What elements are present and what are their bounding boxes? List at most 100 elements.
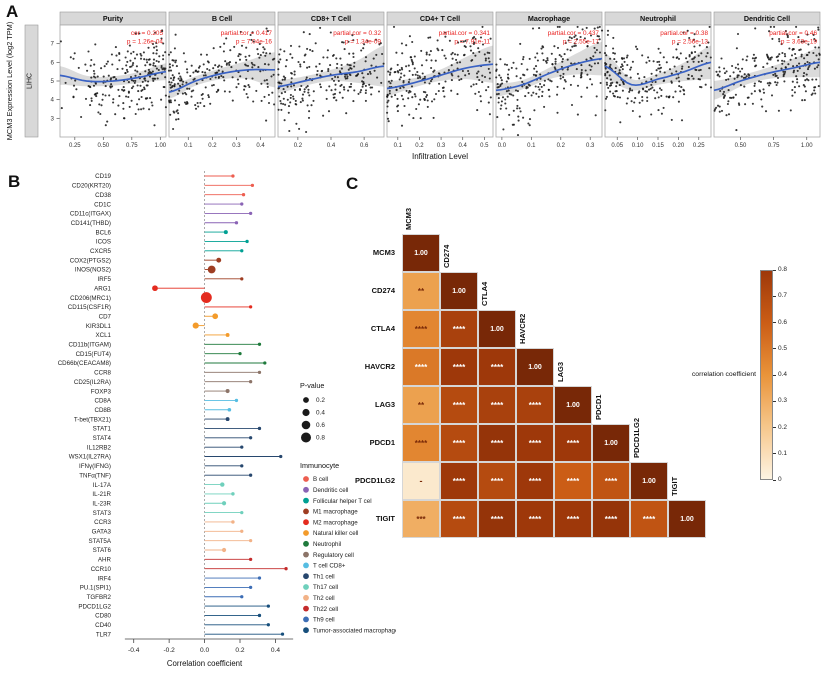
svg-text:0.2: 0.2: [294, 143, 303, 149]
svg-text:IL-17A: IL-17A: [93, 482, 112, 489]
heatmap-cell: 1.00: [402, 234, 440, 272]
svg-text:7: 7: [51, 41, 55, 48]
svg-text:CD7: CD7: [99, 313, 112, 320]
heatmap-cell: **: [402, 272, 440, 310]
svg-text:0.6: 0.6: [316, 422, 325, 429]
svg-text:ICOS: ICOS: [96, 239, 111, 246]
heatmap-row-label: TIGIT: [375, 514, 395, 523]
svg-text:p = 7.04e-16: p = 7.04e-16: [236, 39, 273, 46]
svg-text:CD8+ T Cell: CD8+ T Cell: [311, 14, 351, 23]
svg-text:STAT1: STAT1: [93, 426, 112, 433]
svg-text:p = 2.56e-13: p = 2.56e-13: [672, 39, 709, 46]
heatmap-row-label: CD274: [371, 286, 395, 295]
heatmap-cell: ****: [440, 386, 478, 424]
svg-text:CXCR5: CXCR5: [90, 248, 112, 255]
svg-text:LIHC: LIHC: [27, 73, 34, 89]
svg-text:0.4: 0.4: [316, 410, 325, 417]
heatmap-col-label: LAG3: [556, 361, 565, 382]
svg-text:0.4: 0.4: [256, 143, 265, 149]
colorbar-tick-label: 0.4: [778, 371, 788, 378]
heatmap-cell: 1.00: [554, 386, 592, 424]
svg-text:0.4: 0.4: [271, 647, 280, 654]
heatmap-cell: -: [402, 462, 440, 500]
svg-text:Th22 cell: Th22 cell: [313, 606, 338, 613]
heatmap-cell: 1.00: [592, 424, 630, 462]
svg-text:XCL1: XCL1: [96, 332, 112, 339]
svg-text:0.10: 0.10: [632, 143, 644, 149]
panel-c-heatmap: MCM3 MCM3 CD274 CD274 CTLA4 CTLA4 HAVCR2 HAVCR2…: [340, 170, 824, 590]
svg-text:CD8B: CD8B: [94, 407, 111, 414]
heatmap-cell: ****: [478, 386, 516, 424]
svg-text:p = 1.34e-09: p = 1.34e-09: [345, 39, 382, 46]
svg-text:5: 5: [51, 78, 55, 85]
svg-text:partial.cor = 0.38: partial.cor = 0.38: [660, 30, 708, 37]
svg-text:CD11c(ITGAX): CD11c(ITGAX): [70, 211, 111, 218]
heatmap-row-label: PDCD1: [369, 438, 395, 447]
svg-text:CD25(IL2RA): CD25(IL2RA): [74, 379, 111, 386]
svg-text:CCR10: CCR10: [91, 566, 112, 573]
heatmap-cell: ****: [554, 424, 592, 462]
svg-text:T cell CD8+: T cell CD8+: [313, 563, 346, 570]
heatmap-col-label: MCM3: [404, 207, 413, 230]
heatmap-cell: ****: [592, 462, 630, 500]
heatmap-cell: 1.00: [440, 272, 478, 310]
svg-text:p = 1.26e-04: p = 1.26e-04: [127, 39, 164, 46]
svg-text:partial.cor = 0.417: partial.cor = 0.417: [221, 30, 273, 37]
svg-text:Neutrophil: Neutrophil: [640, 14, 676, 23]
heatmap-cell: 1.00: [630, 462, 668, 500]
svg-text:P-value: P-value: [300, 381, 324, 390]
svg-text:Follicular helper T cel: Follicular helper T cel: [313, 498, 372, 505]
heatmap-cell: ***: [402, 500, 440, 538]
svg-text:IL12RB2: IL12RB2: [87, 444, 112, 451]
heatmap-row-label: HAVCR2: [364, 362, 395, 371]
svg-text:6: 6: [51, 59, 55, 66]
svg-text:1.00: 1.00: [801, 143, 813, 149]
svg-text:CD19: CD19: [95, 173, 111, 180]
svg-text:Tumor-associated macrophage: Tumor-associated macrophage: [313, 627, 396, 634]
heatmap-cell: 1.00: [478, 310, 516, 348]
svg-text:IRF5: IRF5: [98, 276, 112, 283]
svg-text:-0.2: -0.2: [163, 647, 175, 654]
heatmap-col-label: CD274: [442, 244, 451, 268]
heatmap-cell: ****: [478, 462, 516, 500]
svg-text:0.0: 0.0: [200, 647, 209, 654]
colorbar-title: correlation coefficient: [691, 371, 756, 378]
colorbar-tick-label: 0.7: [778, 292, 788, 300]
svg-text:0.8: 0.8: [316, 435, 325, 442]
heatmap-cell: 1.00: [668, 500, 706, 538]
svg-text:-0.4: -0.4: [128, 647, 140, 654]
svg-text:0.3: 0.3: [586, 143, 595, 149]
svg-text:p = 2.55e-17: p = 2.55e-17: [563, 39, 600, 46]
svg-text:GATA3: GATA3: [92, 529, 112, 536]
colorbar-tick-label: 0.5: [778, 344, 788, 352]
svg-text:partial.cor = 0.32: partial.cor = 0.32: [333, 30, 381, 37]
svg-text:0.75: 0.75: [126, 143, 138, 149]
svg-text:partial.cor = 0.46: partial.cor = 0.46: [769, 30, 817, 37]
svg-text:0.50: 0.50: [97, 143, 109, 149]
heatmap-cell: ****: [478, 424, 516, 462]
svg-text:0.50: 0.50: [735, 143, 747, 149]
svg-text:Th1 cell: Th1 cell: [313, 573, 335, 580]
svg-text:0.2: 0.2: [235, 647, 244, 654]
svg-text:CD40: CD40: [95, 622, 111, 629]
colorbar-tick-label: 0.8: [778, 266, 788, 273]
svg-text:STAT3: STAT3: [93, 510, 112, 517]
panel-a-label: A: [6, 2, 19, 21]
panel-b-lollipop-chart: CD19 CD20(KRT20) CD38 CD1C CD11c(ITGAX) CD141…: [58, 171, 396, 668]
heatmap-cell: ****: [440, 424, 478, 462]
svg-text:IL-23R: IL-23R: [92, 500, 111, 507]
heatmap-col-label: PDCD1LG2: [632, 417, 641, 458]
heatmap-cell: ****: [516, 424, 554, 462]
heatmap-col-label: CTLA4: [480, 281, 489, 306]
svg-text:TLR7: TLR7: [96, 631, 112, 638]
svg-text:TNFα(TNF): TNFα(TNF): [79, 472, 111, 479]
svg-text:INOS(NOS2): INOS(NOS2): [75, 267, 111, 274]
heatmap-cell: ****: [516, 386, 554, 424]
heatmap-cell: ****: [402, 348, 440, 386]
svg-text:0.25: 0.25: [69, 143, 81, 149]
heatmap-row-label: MCM3: [372, 248, 395, 257]
svg-text:Dendritic Cell: Dendritic Cell: [744, 14, 790, 23]
svg-text:STAT5A: STAT5A: [89, 538, 112, 545]
svg-text:IRF4: IRF4: [98, 575, 112, 582]
